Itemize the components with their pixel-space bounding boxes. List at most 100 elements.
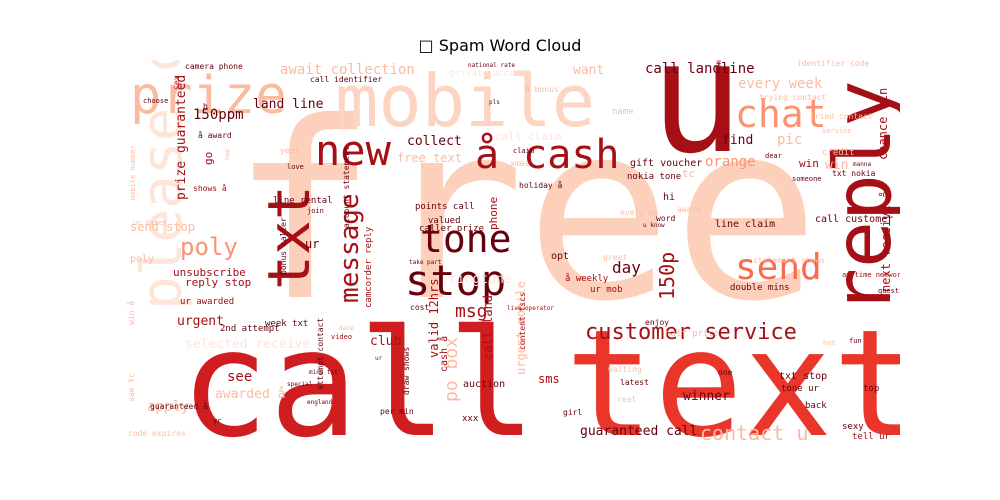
word: award: [677, 205, 702, 214]
word: ur: [375, 355, 383, 362]
word: line claim: [715, 219, 776, 230]
word: urgent trying: [714, 60, 723, 84]
word: sae tc: [127, 373, 136, 402]
word: selected receive: [185, 337, 311, 352]
word: credit: [822, 148, 855, 158]
word: double mins: [730, 283, 790, 293]
word: hi: [663, 192, 676, 203]
word: u know: [643, 222, 665, 229]
word: latest: [620, 378, 649, 387]
word: await collection: [280, 62, 415, 78]
word: per min: [380, 407, 414, 416]
word: chance win: [876, 87, 890, 160]
word: half price: [665, 329, 720, 339]
word: unsubscribe: [173, 266, 246, 279]
word: pls: [489, 99, 500, 106]
word: orange: [705, 154, 756, 170]
word-cloud: free call text u mobile reply please cal…: [125, 60, 900, 450]
word: see: [227, 369, 253, 385]
word: statement shows: [753, 256, 826, 265]
word: opt: [551, 251, 570, 262]
word: pic: [777, 132, 803, 148]
word: txt nokia: [832, 169, 876, 178]
word: send stop: [130, 220, 196, 234]
word: sexy: [842, 422, 864, 432]
word: auction: [463, 379, 506, 390]
word: prize guaranteed: [174, 74, 189, 200]
word: cost: [410, 303, 430, 312]
word: service: [822, 127, 852, 135]
word: hot: [823, 339, 836, 347]
word: word: [656, 214, 676, 223]
word: bonus caller: [279, 217, 288, 275]
word: text: [565, 298, 900, 450]
word: anytime network: [842, 271, 900, 279]
word: ur awarded: [180, 297, 235, 307]
word: call identifier: [310, 75, 383, 84]
word: urgent: [177, 314, 224, 329]
word: go: [202, 151, 215, 165]
word: sex: [172, 75, 181, 90]
word: 2nd attempt: [220, 324, 280, 334]
word: one: [718, 368, 733, 377]
word: u: [650, 60, 744, 188]
word: å cash: [475, 132, 620, 178]
word: choose: [143, 97, 169, 105]
word: xxx: [462, 414, 479, 424]
word: ur: [305, 237, 320, 251]
word: every wk: [620, 208, 659, 217]
word: caller prize: [419, 224, 485, 234]
word: call land: [481, 294, 495, 360]
word: attempt contact: [316, 317, 325, 390]
word: back: [805, 401, 827, 411]
word: account statement: [342, 146, 351, 228]
word: great: [603, 253, 628, 262]
word: land line: [253, 97, 324, 112]
word: ur dates: [133, 219, 167, 227]
word: chat: [735, 92, 827, 136]
word: code expires: [128, 429, 186, 438]
word: valued: [428, 216, 461, 226]
word: claim: [513, 147, 535, 155]
word: year: [280, 146, 300, 155]
word: nokia tone: [627, 172, 682, 182]
word: customer service: [585, 320, 797, 345]
word: contact u: [700, 421, 809, 445]
word: points call: [415, 202, 475, 212]
word: week txt: [265, 319, 309, 329]
word: mins txt: [309, 369, 338, 376]
word: win: [825, 158, 849, 173]
word: private account: [450, 69, 532, 79]
word: mobile: [335, 60, 596, 143]
word: send: [735, 247, 822, 288]
word: win å: [127, 300, 136, 325]
word: special: [287, 381, 313, 388]
word: line rental: [273, 196, 333, 206]
word: xmas: [510, 159, 530, 168]
word: love: [287, 163, 304, 171]
word: enjoy: [645, 318, 670, 327]
word: 150p: [655, 251, 679, 300]
word: map: [224, 149, 231, 160]
word: tell ur: [852, 432, 890, 442]
word: guaranteed å: [150, 402, 208, 411]
word: find: [722, 133, 754, 148]
word: real: [617, 395, 637, 404]
word: tone: [420, 217, 512, 261]
word: waiting: [608, 365, 642, 374]
word: draw shows: [402, 346, 411, 395]
word: date: [339, 325, 354, 332]
word: tc: [682, 167, 696, 180]
word: sms: [538, 372, 560, 386]
word: new: [315, 126, 391, 175]
word: national rate: [468, 62, 515, 69]
word: awarded å: [215, 387, 286, 402]
word: someone: [792, 175, 822, 183]
word: call customer: [815, 214, 894, 225]
word: mobile number: [129, 145, 137, 200]
word: question: [878, 287, 900, 295]
word: poly: [180, 233, 238, 261]
word: cash å: [439, 335, 450, 372]
word: england: [307, 399, 333, 406]
word: å weekly: [565, 274, 609, 284]
